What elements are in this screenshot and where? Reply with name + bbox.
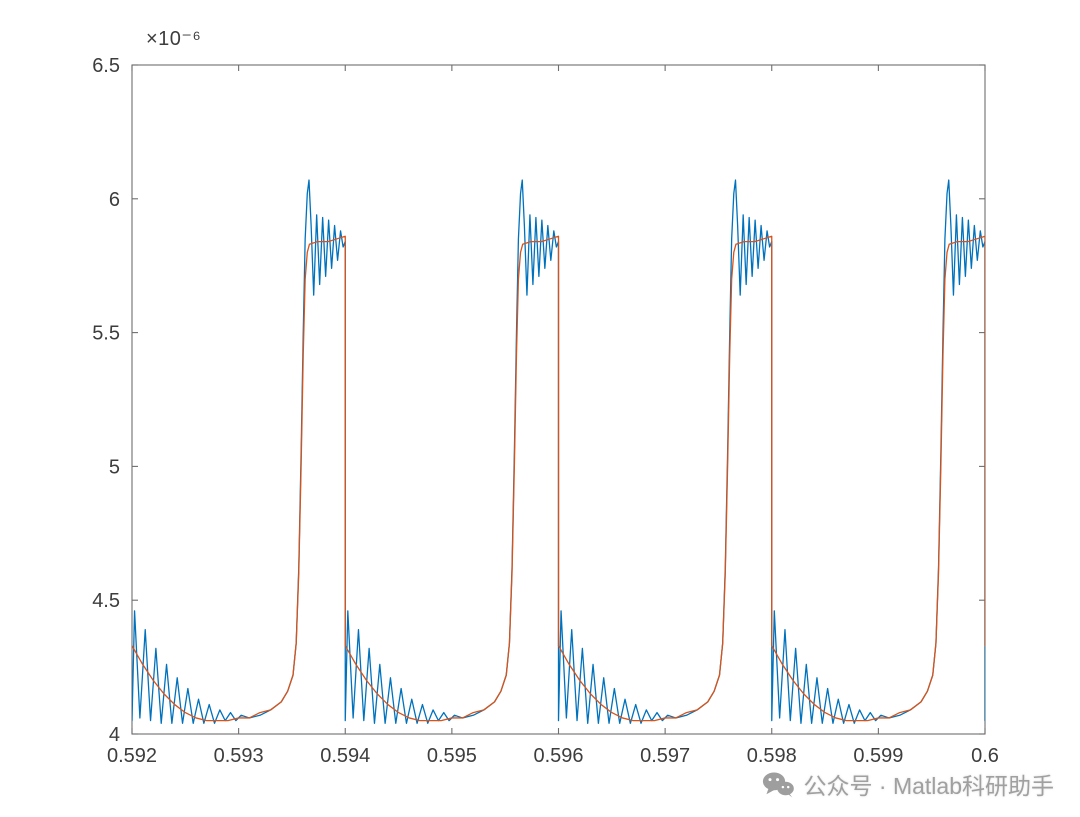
watermark: 公众号 · Matlab科研助手: [762, 767, 1054, 801]
x-tick-label: 0.595: [427, 745, 477, 767]
series-blue-line: [132, 179, 985, 724]
series-group: [132, 179, 985, 724]
x-ticks: [131, 65, 986, 734]
watermark-text: 公众号 · Matlab科研助手: [803, 773, 1054, 799]
wechat-icon: [762, 771, 794, 798]
x-tick-label: 0.594: [320, 745, 370, 767]
x-tick-label: 0.597: [640, 745, 690, 767]
x-tick-label: 0.6: [971, 745, 999, 767]
x-tick-labels: 0.592 0.593 0.594 0.595 0.596 0.597 0.598 0.599…: [107, 745, 999, 767]
y-tick-label: 4.5: [92, 590, 120, 612]
series-orange-line: [132, 235, 985, 722]
y-axis-exponent-label: ×10⁻⁶: [146, 28, 202, 50]
y-ticks: [132, 64, 985, 735]
x-tick-label: 0.592: [107, 745, 157, 767]
x-tick-label: 0.593: [214, 745, 264, 767]
x-tick-label: 0.598: [747, 745, 797, 767]
y-tick-labels: 4 4.5 5 5.5 6 6.5: [92, 55, 120, 746]
y-tick-label: 4: [109, 724, 120, 746]
x-tick-label: 0.596: [533, 745, 583, 767]
y-tick-label: 6: [109, 189, 120, 211]
y-tick-label: 5.5: [92, 323, 120, 345]
y-tick-label: 5: [109, 456, 120, 478]
x-tick-label: 0.599: [853, 745, 903, 767]
y-tick-label: 6.5: [92, 55, 120, 77]
